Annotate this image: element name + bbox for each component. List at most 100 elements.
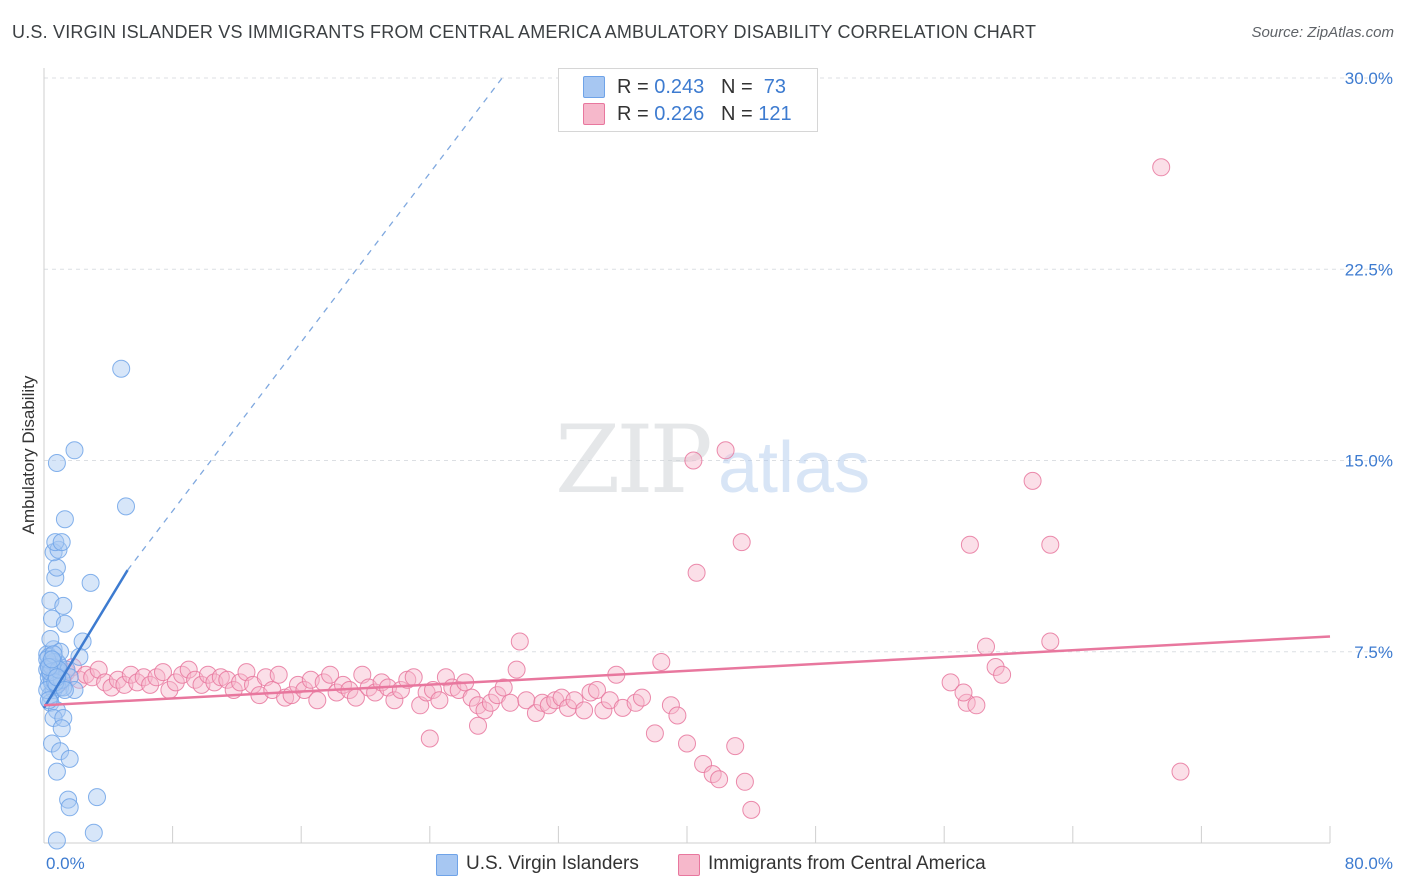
data-point (954, 683, 973, 702)
swatch-immigrants (583, 103, 605, 125)
watermark: ZIP atlas (555, 406, 870, 515)
data-point (1041, 632, 1060, 651)
data-point (51, 742, 70, 761)
x-tick-label: 80.0% (1345, 854, 1393, 873)
data-point (60, 798, 79, 817)
trend-lines (42, 77, 1331, 709)
y-tick-label: 7.5% (1354, 643, 1393, 662)
data-point (420, 729, 439, 748)
data-point (687, 563, 706, 582)
trend-line-virgin-islanders (42, 569, 129, 709)
data-point (475, 701, 494, 720)
chart-title: U.S. VIRGIN ISLANDER VS IMMIGRANTS FROM … (12, 22, 1037, 42)
legend-label-virgin-islanders: U.S. Virgin Islanders (466, 853, 639, 874)
data-point (742, 800, 761, 819)
n-value: 73 (763, 75, 787, 98)
data-point (55, 614, 74, 633)
data-point (559, 698, 577, 717)
data-point (633, 688, 651, 707)
data-point (269, 665, 288, 684)
data-point (47, 831, 66, 850)
data-point (510, 632, 529, 651)
data-point (575, 701, 594, 720)
data-point (1023, 471, 1042, 490)
data-point (594, 701, 613, 720)
data-point (716, 441, 735, 460)
grid-lines (44, 77, 1392, 653)
data-point (430, 691, 449, 710)
axes (43, 68, 1331, 844)
series-legend: U.S. Virgin Islanders Immigrants from Ce… (0, 850, 1406, 880)
data-point (993, 665, 1012, 684)
data-point (321, 665, 340, 684)
data-point (1152, 158, 1171, 177)
trend-line-immigrants (43, 635, 1331, 707)
data-point (65, 441, 84, 460)
r-value: 0.226 (654, 102, 705, 125)
data-point (52, 719, 71, 738)
r-label: R = (617, 102, 655, 125)
data-point (481, 693, 500, 712)
data-point (977, 637, 995, 656)
data-point (436, 668, 455, 687)
watermark-zip: ZIP (555, 406, 709, 515)
data-point (726, 737, 745, 756)
data-point (404, 668, 423, 687)
trend-extension-virgin-islanders (127, 77, 503, 571)
data-point (694, 755, 713, 773)
data-point (645, 724, 664, 743)
data-point (47, 558, 66, 577)
data-point (47, 454, 66, 472)
data-point (735, 772, 754, 791)
data-point (141, 675, 160, 694)
data-point (55, 510, 74, 529)
data-point (60, 749, 79, 768)
data-point (501, 693, 520, 712)
data-point (41, 630, 60, 648)
swatch-virgin-islanders (583, 76, 605, 98)
data-point (710, 770, 729, 789)
legend-swatch-immigrants (678, 854, 700, 876)
data-point (166, 673, 185, 692)
x-tick-label: 0.0% (46, 854, 85, 873)
n-value: 121 (758, 102, 792, 125)
data-point (47, 762, 66, 781)
data-point (986, 658, 1005, 676)
y-axis-label: Ambulatory Disability (19, 375, 38, 534)
data-point (54, 596, 73, 615)
data-point (967, 696, 986, 715)
data-point (154, 663, 172, 682)
data-point (59, 790, 78, 809)
data-point (678, 734, 696, 753)
source-credit: Source: ZipAtlas.com (1251, 24, 1394, 41)
data-point (117, 497, 135, 516)
data-point (960, 535, 979, 554)
data-point (1041, 535, 1060, 554)
data-point (112, 359, 131, 378)
n-label: N = (720, 75, 759, 98)
data-point (684, 451, 703, 470)
data-point (588, 681, 606, 699)
data-point (88, 788, 106, 807)
data-point (46, 533, 65, 552)
y-tick-label: 22.5% (1345, 260, 1393, 279)
r-label: R = (617, 75, 655, 98)
y-tick-label: 15.0% (1345, 452, 1393, 471)
data-point (661, 696, 680, 715)
stats-legend: R = 0.243 N = 73 R = 0.226 N = 121 (558, 68, 818, 132)
data-point (494, 678, 513, 697)
data-point (84, 823, 103, 842)
data-point (308, 691, 327, 710)
data-point (462, 688, 481, 707)
data-point (469, 716, 487, 735)
data-point (179, 660, 198, 679)
data-point (52, 533, 71, 552)
data-point (1171, 762, 1190, 781)
data-point (81, 573, 100, 592)
y-tick-label: 30.0% (1345, 69, 1393, 88)
data-point (134, 668, 153, 687)
data-point (517, 691, 536, 710)
n-label: N = (720, 102, 759, 125)
data-point (65, 681, 84, 699)
